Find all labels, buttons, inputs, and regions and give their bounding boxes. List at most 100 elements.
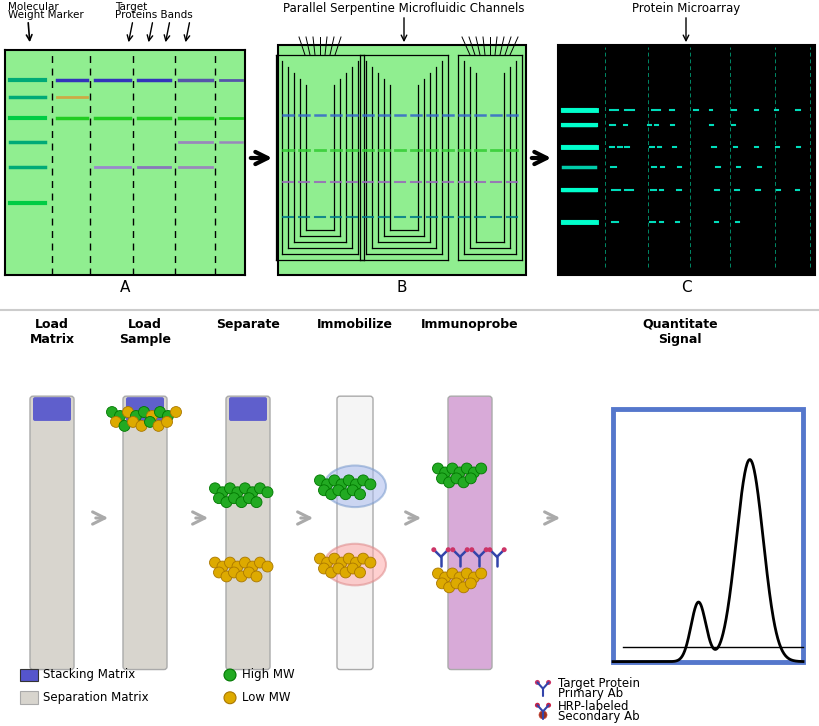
Bar (557, 45, 814, 275)
Circle shape (350, 557, 361, 568)
Circle shape (106, 407, 117, 417)
Bar (613, 409, 802, 661)
Circle shape (122, 407, 133, 417)
Circle shape (350, 479, 361, 490)
Circle shape (243, 493, 254, 504)
Circle shape (314, 553, 325, 564)
Circle shape (262, 561, 273, 572)
Circle shape (232, 487, 242, 498)
Circle shape (328, 475, 340, 486)
FancyBboxPatch shape (337, 396, 373, 669)
Ellipse shape (324, 544, 386, 585)
FancyBboxPatch shape (123, 396, 167, 669)
Text: Stacking Matrix: Stacking Matrix (43, 669, 135, 682)
Circle shape (486, 547, 491, 552)
FancyBboxPatch shape (33, 397, 71, 421)
FancyBboxPatch shape (226, 396, 269, 669)
Circle shape (170, 407, 181, 417)
Circle shape (333, 485, 343, 496)
Circle shape (461, 463, 472, 474)
Text: B: B (396, 280, 407, 295)
Circle shape (262, 487, 273, 498)
Circle shape (343, 553, 354, 564)
Circle shape (217, 487, 228, 498)
Circle shape (130, 410, 142, 421)
Circle shape (229, 493, 239, 504)
Circle shape (461, 568, 472, 579)
Circle shape (545, 680, 550, 685)
Circle shape (432, 568, 443, 579)
Text: Parallel Serpentine Microfluidic Channels: Parallel Serpentine Microfluidic Channel… (283, 2, 524, 15)
Circle shape (318, 485, 329, 496)
Circle shape (328, 553, 340, 564)
FancyBboxPatch shape (447, 396, 491, 669)
Text: Primary Ab: Primary Ab (557, 687, 622, 700)
Circle shape (464, 473, 476, 484)
Circle shape (431, 547, 436, 552)
Circle shape (136, 420, 147, 431)
Circle shape (243, 567, 254, 578)
Text: Separate: Separate (215, 318, 279, 331)
Circle shape (436, 578, 447, 589)
Text: Separation Matrix: Separation Matrix (43, 691, 148, 704)
Circle shape (364, 479, 375, 490)
Circle shape (340, 489, 351, 499)
Circle shape (357, 553, 369, 564)
Circle shape (450, 473, 461, 484)
Circle shape (343, 475, 354, 486)
Circle shape (251, 571, 262, 582)
Circle shape (468, 572, 479, 583)
Circle shape (254, 557, 265, 568)
Circle shape (446, 463, 457, 474)
Circle shape (221, 571, 232, 582)
Circle shape (364, 557, 375, 568)
Circle shape (538, 711, 546, 719)
Circle shape (336, 479, 346, 490)
Text: Molecular: Molecular (8, 2, 59, 12)
Text: Secondary Ab: Secondary Ab (557, 709, 639, 722)
Circle shape (439, 467, 450, 478)
Circle shape (213, 567, 224, 578)
Circle shape (325, 489, 337, 499)
Circle shape (224, 669, 236, 681)
Circle shape (254, 483, 265, 494)
Circle shape (446, 568, 457, 579)
Circle shape (458, 582, 468, 593)
Circle shape (357, 475, 369, 486)
Circle shape (144, 417, 156, 428)
Circle shape (321, 479, 333, 490)
Circle shape (236, 571, 247, 582)
Circle shape (209, 557, 220, 568)
Circle shape (221, 497, 232, 507)
Text: Target Protein: Target Protein (557, 677, 639, 690)
Text: Low MW: Low MW (242, 691, 290, 704)
Circle shape (251, 497, 262, 507)
Circle shape (450, 547, 455, 552)
Circle shape (314, 475, 325, 486)
Ellipse shape (324, 465, 386, 507)
Circle shape (468, 467, 479, 478)
Circle shape (534, 680, 539, 685)
Text: High MW: High MW (242, 669, 294, 682)
Bar (278, 45, 525, 275)
Circle shape (468, 547, 473, 552)
Circle shape (450, 578, 461, 589)
Circle shape (111, 417, 121, 428)
Circle shape (325, 567, 337, 578)
Bar (20, 691, 38, 704)
Circle shape (224, 483, 235, 494)
Circle shape (239, 483, 250, 494)
Circle shape (464, 547, 469, 552)
Circle shape (443, 477, 455, 488)
Text: HRP-labeled: HRP-labeled (557, 700, 629, 713)
Circle shape (432, 463, 443, 474)
Circle shape (247, 561, 258, 572)
Circle shape (347, 563, 358, 574)
Circle shape (154, 407, 165, 417)
Circle shape (458, 477, 468, 488)
Circle shape (162, 410, 174, 421)
Circle shape (340, 567, 351, 578)
Circle shape (318, 563, 329, 574)
Circle shape (454, 467, 464, 478)
Text: Weight Marker: Weight Marker (8, 10, 84, 20)
